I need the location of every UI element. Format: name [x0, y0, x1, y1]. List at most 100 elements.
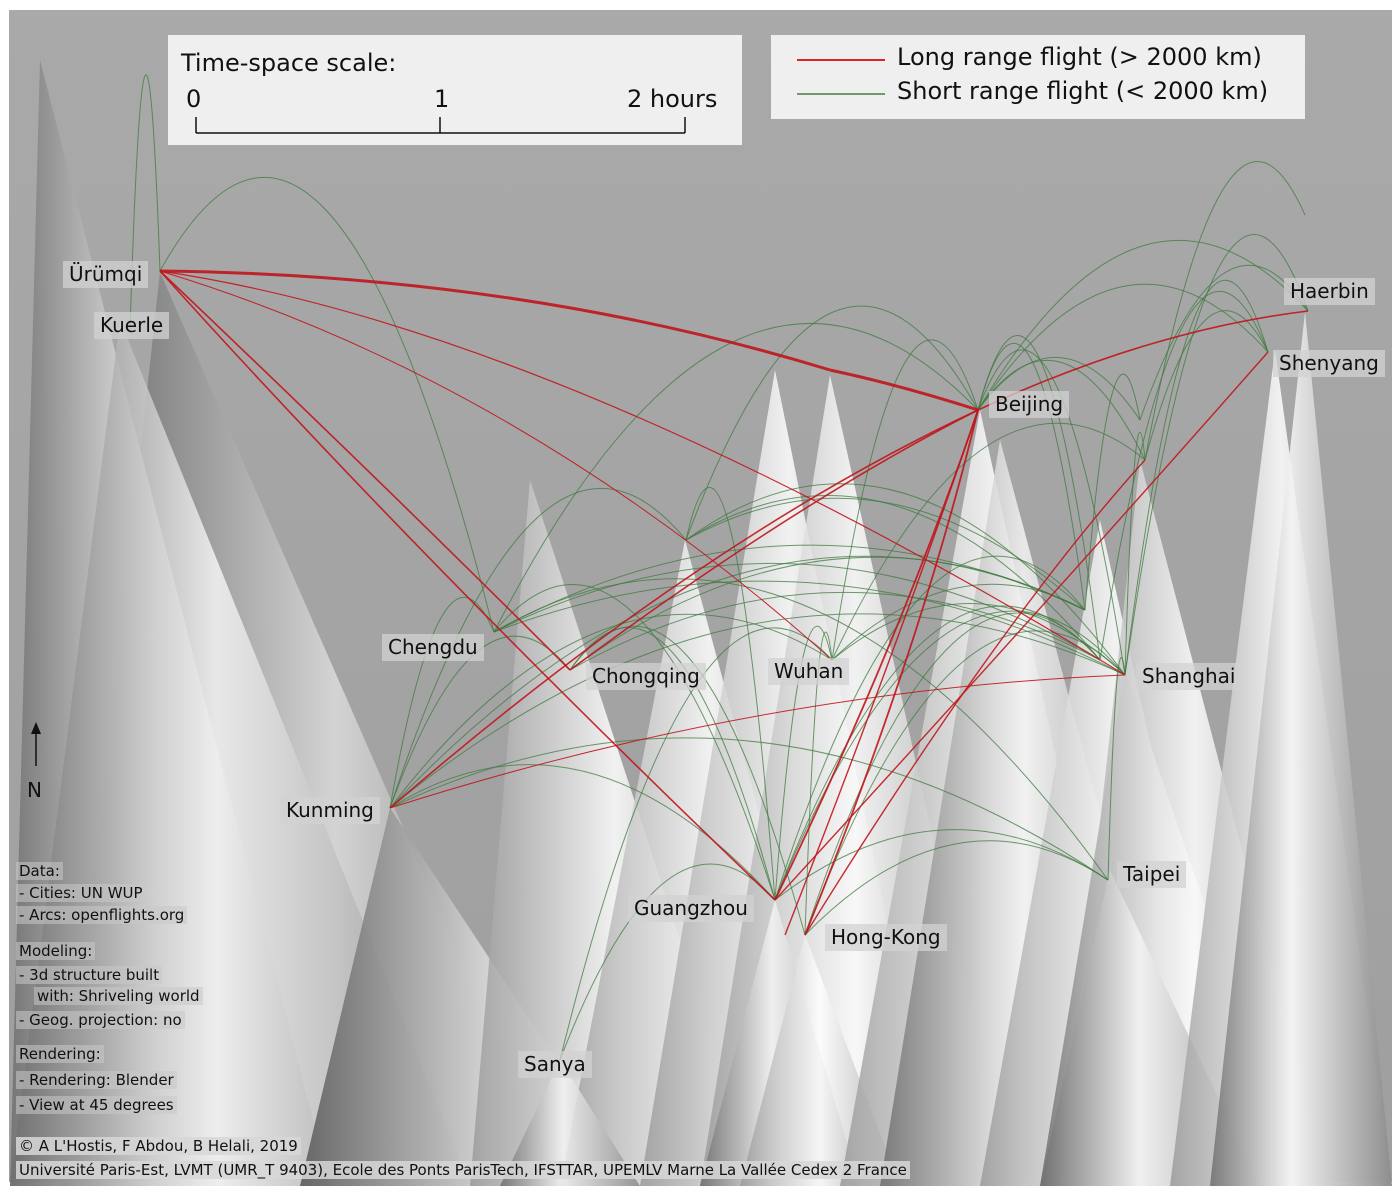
- short-range-swatch: [797, 93, 885, 95]
- short-range-arc: [774, 605, 1101, 901]
- long-range-arcs: [159, 269, 1309, 936]
- short-range-arc: [1084, 373, 1141, 611]
- city-label-urumqi: Ürümqi: [63, 261, 149, 288]
- north-label: N: [27, 778, 42, 802]
- short-range-arc: [685, 483, 1126, 676]
- city-label-chengdu: Chengdu: [382, 634, 484, 661]
- long-range-arc: [159, 270, 571, 671]
- scale-tick-2: 2 hours: [627, 85, 718, 113]
- long-range-arc: [389, 674, 1126, 809]
- scale-title: Time-space scale:: [181, 49, 397, 77]
- city-label-chongqing: Chongqing: [586, 663, 706, 690]
- short-range-arc: [493, 323, 979, 633]
- short-range-arcs: [129, 74, 1309, 1061]
- short-range-arc: [389, 487, 687, 809]
- scale-bar: [195, 117, 686, 134]
- short-range-arc: [1099, 290, 1269, 661]
- short-range-arc: [493, 562, 1101, 661]
- short-range-arc: [569, 627, 776, 901]
- short-range-arc: [977, 335, 1101, 661]
- short-range-arc: [389, 555, 1086, 809]
- note-modeling-title: Modeling:: [16, 942, 96, 960]
- note-modeling-with: with: Shriveling world: [34, 987, 203, 1005]
- note-rendering-title: Rendering:: [16, 1045, 104, 1063]
- note-data-cities: - Cities: UN WUP: [16, 884, 146, 902]
- short-range-arc: [493, 578, 1109, 881]
- short-range-arc: [389, 737, 1109, 881]
- city-label-sanya: Sanya: [518, 1051, 592, 1078]
- short-range-arc: [685, 495, 1101, 661]
- legend-label: Long range flight (> 2000 km): [897, 43, 1262, 71]
- short-range-arc: [389, 613, 1126, 809]
- city-label-wuhan: Wuhan: [768, 658, 850, 685]
- short-range-arc: [569, 591, 1101, 671]
- short-range-arc: [804, 630, 1126, 936]
- city-label-hongkong: Hong-Kong: [825, 924, 947, 951]
- note-data-arcs: - Arcs: openflights.org: [16, 906, 188, 924]
- city-label-shanghai: Shanghai: [1136, 663, 1242, 690]
- short-range-arc: [1124, 234, 1309, 676]
- city-label-kuerle: Kuerle: [94, 312, 170, 339]
- note-rendering-view: - View at 45 degrees: [16, 1096, 177, 1114]
- short-range-arc: [129, 74, 161, 331]
- city-label-taipei: Taipei: [1117, 861, 1187, 888]
- short-range-arc: [493, 580, 1126, 676]
- note-data-title: Data:: [16, 862, 63, 880]
- note-rendering-blender: - Rendering: Blender: [16, 1071, 177, 1089]
- city-label-shenyang: Shenyang: [1273, 350, 1385, 377]
- legend-label: Short range flight (< 2000 km): [897, 77, 1269, 105]
- scale-tick-1: 1: [434, 85, 450, 113]
- institution-text: Université Paris-Est, LVMT (UMR_T 9403),…: [16, 1161, 910, 1179]
- short-range-arc: [389, 597, 495, 809]
- long-range-arc: [389, 409, 979, 809]
- long-range-arc: [804, 409, 979, 936]
- cones-layer: [10, 60, 1392, 1186]
- north-arrow-icon: [31, 722, 41, 766]
- long-range-arc: [774, 351, 1269, 901]
- short-range-arc: [389, 613, 833, 809]
- short-range-arc: [1144, 310, 1269, 461]
- short-range-arc: [559, 863, 776, 1061]
- copyright-text: © A L'Hostis, F Abdou, B Helali, 2019: [16, 1137, 301, 1155]
- short-range-arc: [977, 349, 1126, 676]
- long-range-swatch: [797, 59, 885, 61]
- short-range-arc: [804, 840, 1109, 936]
- short-range-arc: [977, 342, 1086, 611]
- note-modeling-3d: - 3d structure built: [16, 966, 163, 984]
- short-range-arc: [977, 359, 1146, 461]
- short-range-arc: [685, 486, 776, 901]
- short-range-arc: [977, 357, 1141, 421]
- long-range-arc: [159, 270, 776, 901]
- city-label-haerbin: Haerbin: [1284, 278, 1375, 305]
- short-range-arc: [389, 764, 776, 901]
- cone-surface: [1210, 312, 1392, 1186]
- long-range-arc: [829, 368, 979, 412]
- short-range-arc: [977, 239, 1309, 411]
- short-range-arc: [1124, 431, 1146, 676]
- short-range-arc: [831, 339, 979, 661]
- short-range-arc: [774, 829, 1109, 901]
- long-range-arc: [569, 409, 979, 671]
- short-range-arc: [1144, 160, 1306, 461]
- short-range-arc: [159, 176, 495, 633]
- cone-surface: [500, 1060, 640, 1186]
- time-space-scale: Time-space scale: 0 1 2 hours: [168, 35, 742, 145]
- city-label-guangzhou: Guangzhou: [628, 895, 754, 922]
- long-range-arc: [159, 270, 833, 661]
- short-range-arc: [685, 305, 979, 541]
- legend: Long range flight (> 2000 km) Short rang…: [771, 35, 1305, 119]
- long-range-arc: [159, 269, 831, 372]
- long-range-arc: [159, 270, 1126, 676]
- long-range-arc: [977, 310, 1309, 411]
- city-label-kunming: Kunming: [280, 797, 380, 824]
- scale-tick-0: 0: [186, 85, 202, 113]
- short-range-arc: [831, 422, 1146, 661]
- short-range-arc: [1124, 279, 1269, 676]
- short-range-arc: [977, 283, 1269, 411]
- city-label-beijing: Beijing: [989, 391, 1070, 418]
- long-range-arc: [804, 459, 1146, 936]
- note-modeling-projection: - Geog. projection: no: [16, 1011, 185, 1029]
- short-range-arc: [1107, 656, 1126, 881]
